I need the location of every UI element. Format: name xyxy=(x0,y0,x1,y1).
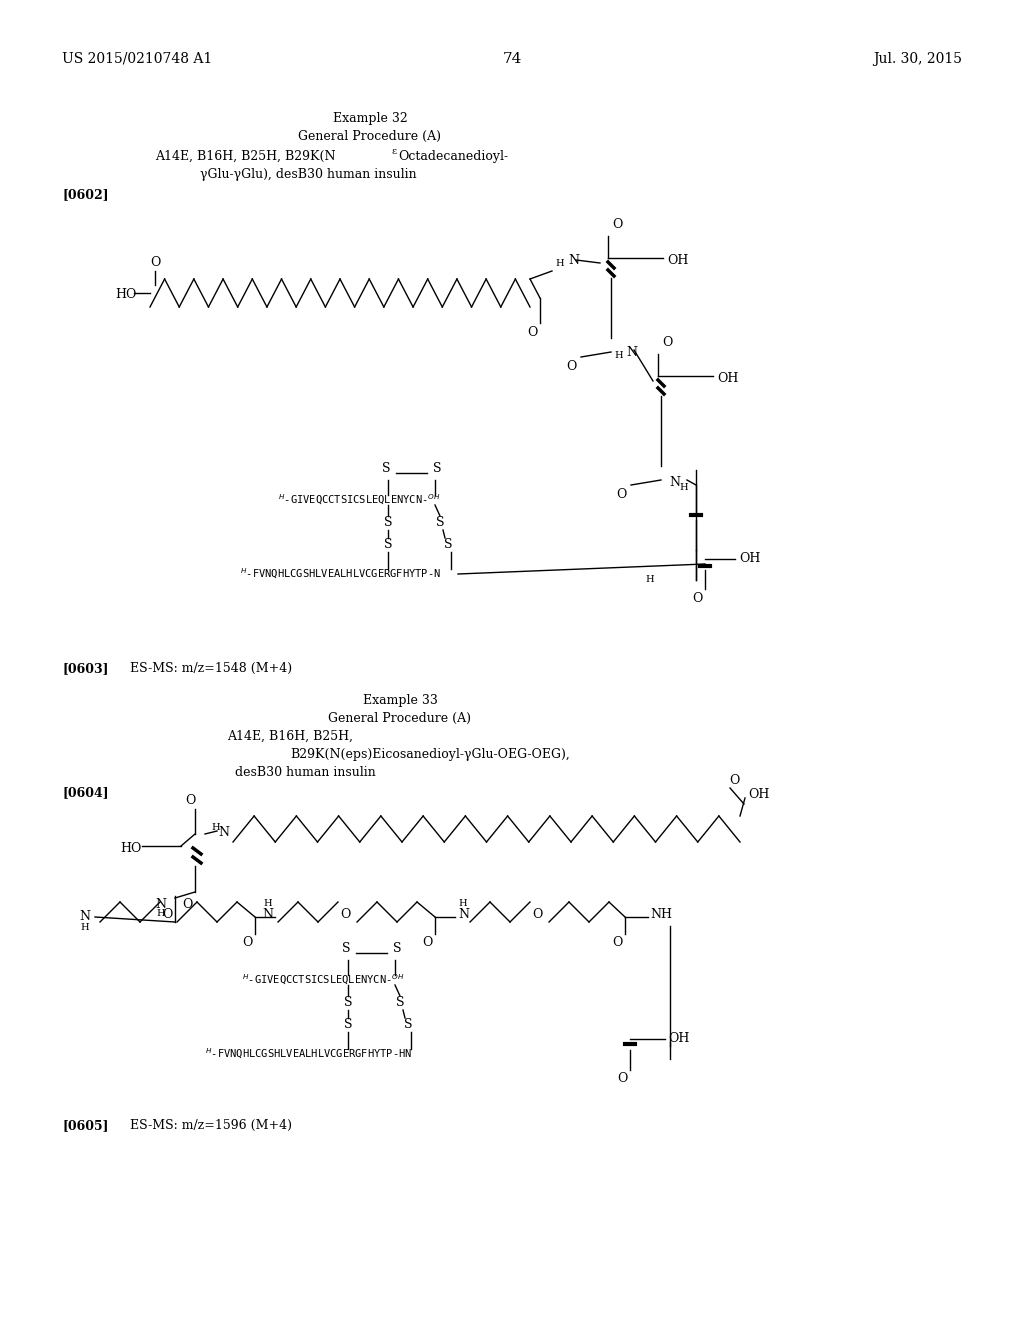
Text: S: S xyxy=(384,516,392,528)
Text: O: O xyxy=(611,936,623,949)
Text: O: O xyxy=(692,591,702,605)
Text: $^H$-GIVEQCCTSICSLEQLENYCN-$^{OH}$: $^H$-GIVEQCCTSICSLEQLENYCN-$^{OH}$ xyxy=(242,973,404,987)
Text: S: S xyxy=(344,995,352,1008)
Text: [0605]: [0605] xyxy=(62,1119,109,1133)
Text: N: N xyxy=(568,253,579,267)
Text: O: O xyxy=(566,359,577,372)
Text: General Procedure (A): General Procedure (A) xyxy=(299,129,441,143)
Text: S: S xyxy=(384,537,392,550)
Text: OH: OH xyxy=(739,553,761,565)
Text: H: H xyxy=(157,909,165,919)
Text: S: S xyxy=(344,1018,352,1031)
Text: H: H xyxy=(679,483,688,492)
Text: H: H xyxy=(264,899,272,908)
Text: S: S xyxy=(395,995,404,1008)
Text: NH: NH xyxy=(650,908,672,921)
Text: A14E, B16H, B25H,: A14E, B16H, B25H, xyxy=(227,730,353,743)
Text: S: S xyxy=(403,1018,413,1031)
Text: O: O xyxy=(615,487,627,500)
Text: $^H$-FVNQHLCGSHLVEALHLVCGERGFHYTP-N: $^H$-FVNQHLCGSHLVEALHLVCGERGFHYTP-N xyxy=(240,566,441,581)
Text: 74: 74 xyxy=(503,51,521,66)
Text: O: O xyxy=(616,1072,627,1085)
Text: O: O xyxy=(162,908,172,921)
Text: O: O xyxy=(526,326,538,338)
Text: S: S xyxy=(393,941,401,954)
Text: $^H$-FVNQHLCGSHLVEALHLVCGERGFHYTP-HN: $^H$-FVNQHLCGSHLVEALHLVCGERGFHYTP-HN xyxy=(205,1047,412,1061)
Text: OH: OH xyxy=(668,1032,689,1045)
Text: O: O xyxy=(422,936,432,949)
Text: N: N xyxy=(262,908,273,921)
Text: ES-MS: m/z=1548 (M+4): ES-MS: m/z=1548 (M+4) xyxy=(130,663,292,675)
Text: H: H xyxy=(614,351,624,359)
Text: Octadecanedioyl-: Octadecanedioyl- xyxy=(398,150,508,162)
Text: H: H xyxy=(645,576,653,585)
Text: ES-MS: m/z=1596 (M+4): ES-MS: m/z=1596 (M+4) xyxy=(130,1119,292,1133)
Text: H: H xyxy=(458,899,467,908)
Text: S: S xyxy=(342,941,350,954)
Text: [0603]: [0603] xyxy=(62,663,109,675)
Text: O: O xyxy=(729,775,739,788)
Text: Example 33: Example 33 xyxy=(362,694,437,708)
Text: N: N xyxy=(669,477,680,490)
Text: S: S xyxy=(436,516,444,528)
Text: O: O xyxy=(662,335,673,348)
Text: N: N xyxy=(626,346,637,359)
Text: H: H xyxy=(81,923,89,932)
Text: O: O xyxy=(182,898,193,911)
Text: General Procedure (A): General Procedure (A) xyxy=(329,711,471,725)
Text: N: N xyxy=(156,898,167,911)
Text: O: O xyxy=(242,936,252,949)
Text: N: N xyxy=(80,911,90,924)
Text: A14E, B16H, B25H, B29K(N: A14E, B16H, B25H, B29K(N xyxy=(155,150,336,162)
Text: γGlu-γGlu), desB30 human insulin: γGlu-γGlu), desB30 human insulin xyxy=(200,168,417,181)
Text: OH: OH xyxy=(717,371,738,384)
Text: N: N xyxy=(458,908,469,921)
Text: HO: HO xyxy=(115,289,136,301)
Text: S: S xyxy=(433,462,441,474)
Text: OH: OH xyxy=(667,253,688,267)
Text: O: O xyxy=(150,256,160,269)
Text: O: O xyxy=(340,908,350,921)
Text: HO: HO xyxy=(120,842,141,854)
Text: B29K(N(eps)Eicosanedioyl-γGlu-OEG-OEG),: B29K(N(eps)Eicosanedioyl-γGlu-OEG-OEG), xyxy=(290,748,569,762)
Text: O: O xyxy=(612,218,623,231)
Text: ε: ε xyxy=(391,147,396,156)
Text: S: S xyxy=(443,537,453,550)
Text: $^H$-GIVEQCCTSICSLEQLENYCN-$^{OH}$: $^H$-GIVEQCCTSICSLEQLENYCN-$^{OH}$ xyxy=(278,492,440,507)
Text: H: H xyxy=(211,824,219,833)
Text: [0604]: [0604] xyxy=(62,785,109,799)
Text: Jul. 30, 2015: Jul. 30, 2015 xyxy=(873,51,962,66)
Text: Example 32: Example 32 xyxy=(333,112,408,125)
Text: O: O xyxy=(184,795,196,808)
Text: N: N xyxy=(218,825,229,838)
Text: US 2015/0210748 A1: US 2015/0210748 A1 xyxy=(62,51,212,66)
Text: desB30 human insulin: desB30 human insulin xyxy=(234,766,376,779)
Text: S: S xyxy=(382,462,390,474)
Text: H: H xyxy=(556,259,564,268)
Text: [0602]: [0602] xyxy=(62,187,109,201)
Text: O: O xyxy=(532,908,543,921)
Text: OH: OH xyxy=(748,788,769,800)
